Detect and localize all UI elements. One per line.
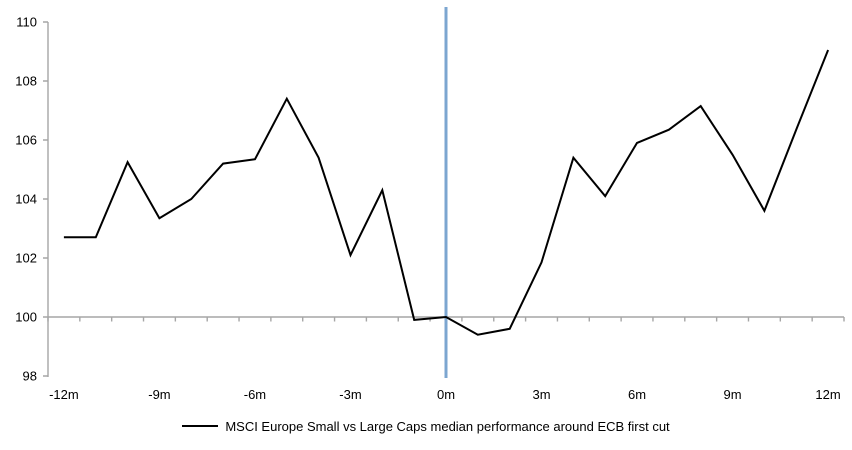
y-tick-label: 102	[15, 251, 37, 266]
y-axis	[43, 21, 49, 377]
x-tick-label: 3m	[532, 387, 550, 402]
series-line	[63, 49, 830, 336]
y-tick-label: 100	[15, 310, 37, 325]
y-tick-label: 108	[15, 74, 37, 89]
legend-line-sample	[182, 425, 219, 427]
y-tick-label: 110	[16, 15, 37, 30]
x-tick-label: -12m	[49, 387, 79, 402]
y-tick-label: 106	[15, 133, 37, 148]
y-tick-label: 104	[15, 192, 37, 207]
legend: MSCI Europe Small vs Large Caps median p…	[0, 416, 852, 436]
y-tick-label: 98	[23, 369, 37, 384]
x-tick-label: -9m	[148, 387, 170, 402]
x-tick-label: 9m	[724, 387, 742, 402]
x-tick-label: 0m	[437, 387, 455, 402]
x-tick-label: 6m	[628, 387, 646, 402]
x-tick-label: -3m	[339, 387, 361, 402]
legend-label: MSCI Europe Small vs Large Caps median p…	[225, 418, 670, 434]
x-tick-label: -6m	[244, 387, 266, 402]
x-tick-label: 12m	[815, 387, 840, 402]
